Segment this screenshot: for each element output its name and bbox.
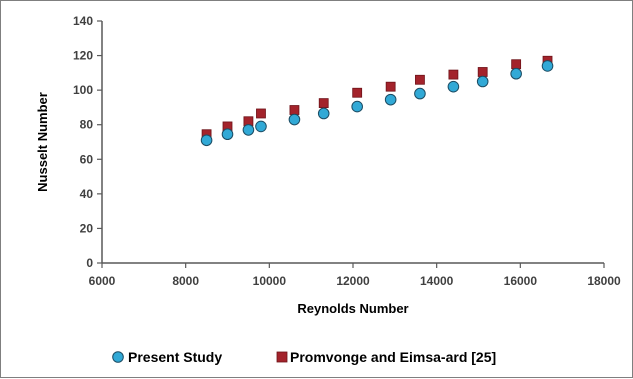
legend-marker-promvonge [276,351,288,363]
data-point-square [477,67,488,77]
series-layer [200,55,554,147]
series-promvonge [201,55,553,140]
y-tick-label: 40 [80,187,94,201]
legend: Present Study Promvonge and Eimsa-ard [2… [112,349,496,365]
x-axis-title: Reynolds Number [297,301,408,316]
x-tick-label: 18000 [587,274,621,288]
data-point-circle [242,124,255,136]
data-point-circle [476,75,489,88]
y-tick-label: 20 [80,221,94,235]
legend-label-promvonge: Promvonge and Eimsa-ard [25] [290,349,496,365]
x-tick-label: 8000 [172,274,199,288]
x-tick-label: 16000 [504,274,538,288]
data-point-circle [541,60,554,72]
data-point-circle [351,100,363,113]
data-point-circle [447,80,460,93]
legend-label-present-study: Present Study [128,349,222,365]
x-tick-label: 14000 [420,274,454,288]
data-point-circle [221,128,234,141]
y-tick-label: 80 [80,118,94,132]
data-point-square [256,108,266,119]
legend-marker-present-study [112,351,124,363]
data-point-circle [384,93,397,106]
data-point-square [511,59,522,70]
y-tick-label: 140 [73,14,93,28]
x-tick-label: 12000 [336,274,370,288]
data-point-square [289,105,300,115]
data-point-square [318,98,329,109]
data-point-square [352,87,363,98]
y-tick-label: 0 [86,256,93,270]
x-tick-label: 6000 [89,274,116,288]
data-point-circle [510,67,522,80]
data-point-square [415,74,425,85]
y-axis-title: Nusselt Number [35,92,50,192]
data-point-square [448,69,459,80]
data-point-circle [255,120,267,133]
data-point-circle [414,87,426,100]
x-axis-ticks: 6000 8000 10000 12000 14000 16000 18000 [89,263,621,288]
y-tick-label: 120 [73,49,93,63]
y-axis-ticks: 0 20 40 60 80 100 120 140 [73,14,102,270]
y-tick-label: 100 [73,83,93,97]
data-point-circle [288,113,301,126]
data-point-circle [200,134,213,147]
data-point-circle [317,107,330,120]
x-tick-label: 10000 [253,274,287,288]
y-tick-label: 60 [80,152,94,166]
axes [101,21,604,264]
series-present-study [200,60,554,147]
data-point-square [385,81,396,92]
